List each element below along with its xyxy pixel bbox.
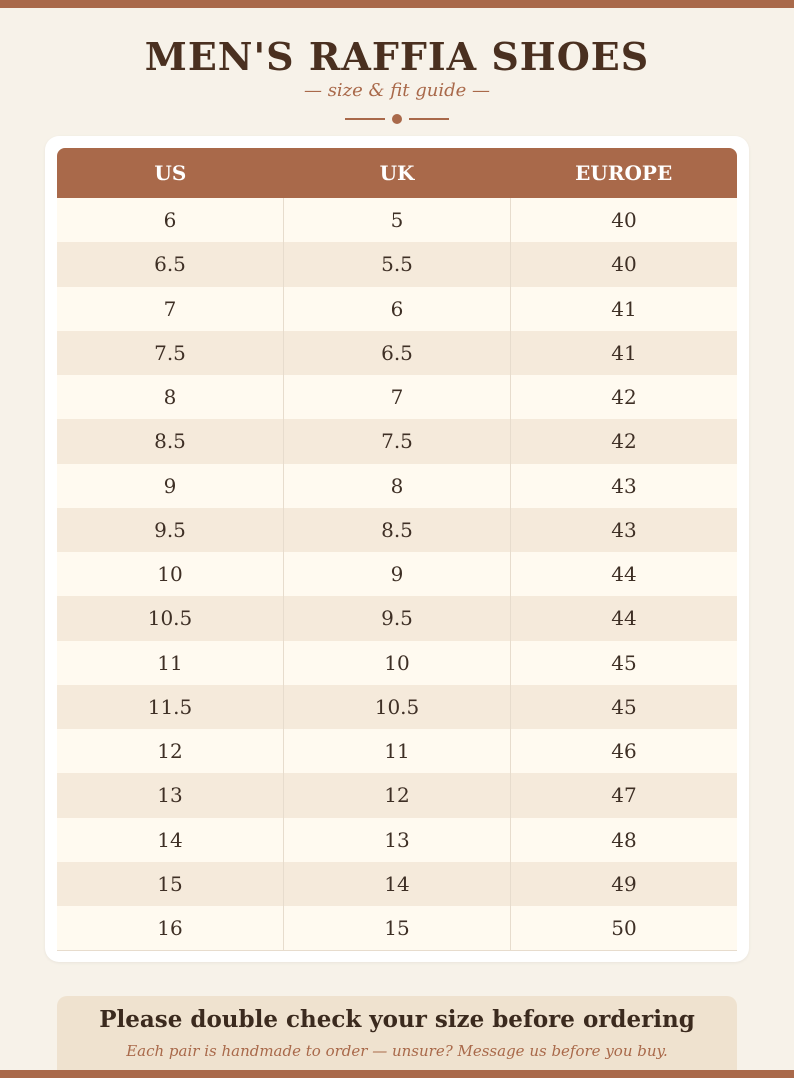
column-header-uk: UK (379, 161, 415, 185)
cell-uk: 10.5 (283, 684, 510, 729)
table-header: US UK EUROPE (57, 148, 737, 198)
cell-us: 6.5 (154, 252, 186, 277)
cell-uk: 8 (283, 463, 510, 508)
cell-us: 12 (157, 739, 183, 764)
cell-europe: 47 (510, 773, 737, 818)
cell-us: 14 (157, 827, 183, 852)
cell-us: 8.5 (154, 429, 186, 454)
cell-us: 7 (163, 296, 177, 321)
cell-uk: 7.5 (283, 419, 510, 464)
cell-europe: 46 (510, 729, 737, 774)
table-row: 8.5 7.5 42 (57, 419, 737, 464)
cell-europe: 41 (510, 286, 737, 331)
cell-uk: 6 (283, 286, 510, 331)
top-accent-bar (0, 0, 794, 8)
notice-box: Please double check your size before ord… (57, 996, 737, 1078)
cell-us: 16 (157, 916, 183, 941)
table-row: 11 10 45 (57, 640, 737, 685)
page-title: MEN'S RAFFIA SHOES (144, 34, 650, 79)
cell-europe: 42 (510, 419, 737, 464)
ornament-line-right (409, 118, 449, 120)
cell-europe: 43 (510, 463, 737, 508)
cell-us: 9 (163, 473, 177, 498)
cell-europe: 41 (510, 330, 737, 375)
cell-europe: 45 (510, 640, 737, 685)
cell-europe: 43 (510, 507, 737, 552)
cell-europe: 50 (510, 906, 737, 951)
bottom-accent-bar (0, 1070, 794, 1078)
cell-uk: 13 (283, 817, 510, 862)
table-row: 15 14 49 (57, 861, 737, 906)
cell-us: 6 (163, 208, 177, 233)
cell-europe: 44 (510, 552, 737, 597)
column-header-us: US (154, 161, 187, 185)
table-row: 7 6 41 (57, 286, 737, 331)
table-row: 6.5 5.5 40 (57, 242, 737, 287)
cell-uk: 6.5 (283, 330, 510, 375)
table-row: 11.5 10.5 45 (57, 684, 737, 729)
cell-uk: 11 (283, 729, 510, 774)
table-body: 6 5 40 6.5 5.5 40 7 6 41 7.5 6.5 41 8 7 42 8.5 7.5 42 9 8 43… (57, 198, 737, 952)
table-row: 8 7 42 (57, 375, 737, 420)
cell-us: 9.5 (154, 517, 186, 542)
cell-europe: 40 (510, 242, 737, 287)
cell-us: 11 (157, 650, 183, 675)
table-row: 9.5 8.5 43 (57, 507, 737, 552)
table-row: 10.5 9.5 44 (57, 596, 737, 641)
cell-uk: 7 (283, 375, 510, 420)
size-chart-card: US UK EUROPE 6 5 40 6.5 5.5 40 7 6 41 7.5 6.5 41 8 7 4… (45, 136, 749, 962)
table-row: 12 11 46 (57, 729, 737, 774)
cell-us: 15 (157, 871, 183, 896)
cell-europe: 45 (510, 684, 737, 729)
cell-europe: 44 (510, 596, 737, 641)
cell-us: 7.5 (154, 340, 186, 365)
table-row: 16 15 50 (57, 906, 737, 952)
table-row: 14 13 48 (57, 817, 737, 862)
cell-uk: 5.5 (283, 242, 510, 287)
notice-title: Please double check your size before ord… (99, 1006, 695, 1033)
table-row: 9 8 43 (57, 463, 737, 508)
notice-subtitle: Each pair is handmade to order — unsure?… (126, 1042, 668, 1060)
cell-uk: 5 (283, 198, 510, 243)
cell-uk: 9.5 (283, 596, 510, 641)
cell-us: 8 (163, 385, 177, 410)
cell-europe: 49 (510, 861, 737, 906)
cell-uk: 8.5 (283, 507, 510, 552)
cell-uk: 12 (283, 773, 510, 818)
cell-us: 10 (157, 562, 183, 587)
table-row: 13 12 47 (57, 773, 737, 818)
cell-uk: 14 (283, 861, 510, 906)
cell-uk: 9 (283, 552, 510, 597)
cell-us: 10.5 (147, 606, 193, 631)
page-subtitle: — size & fit guide — (303, 80, 491, 101)
cell-uk: 15 (283, 906, 510, 951)
table-row: 10 9 44 (57, 552, 737, 597)
cell-us: 13 (157, 783, 183, 808)
ornament-dot-icon (392, 114, 402, 124)
cell-uk: 10 (283, 640, 510, 685)
cell-europe: 48 (510, 817, 737, 862)
size-table: US UK EUROPE 6 5 40 6.5 5.5 40 7 6 41 7.5 6.5 41 8 7 4… (57, 148, 737, 952)
cell-us: 11.5 (147, 694, 193, 719)
table-row: 7.5 6.5 41 (57, 330, 737, 375)
ornament-line-left (345, 118, 385, 120)
cell-europe: 40 (510, 198, 737, 243)
table-row: 6 5 40 (57, 198, 737, 243)
cell-europe: 42 (510, 375, 737, 420)
divider-ornament (345, 112, 449, 126)
column-header-europe: EUROPE (575, 161, 673, 185)
